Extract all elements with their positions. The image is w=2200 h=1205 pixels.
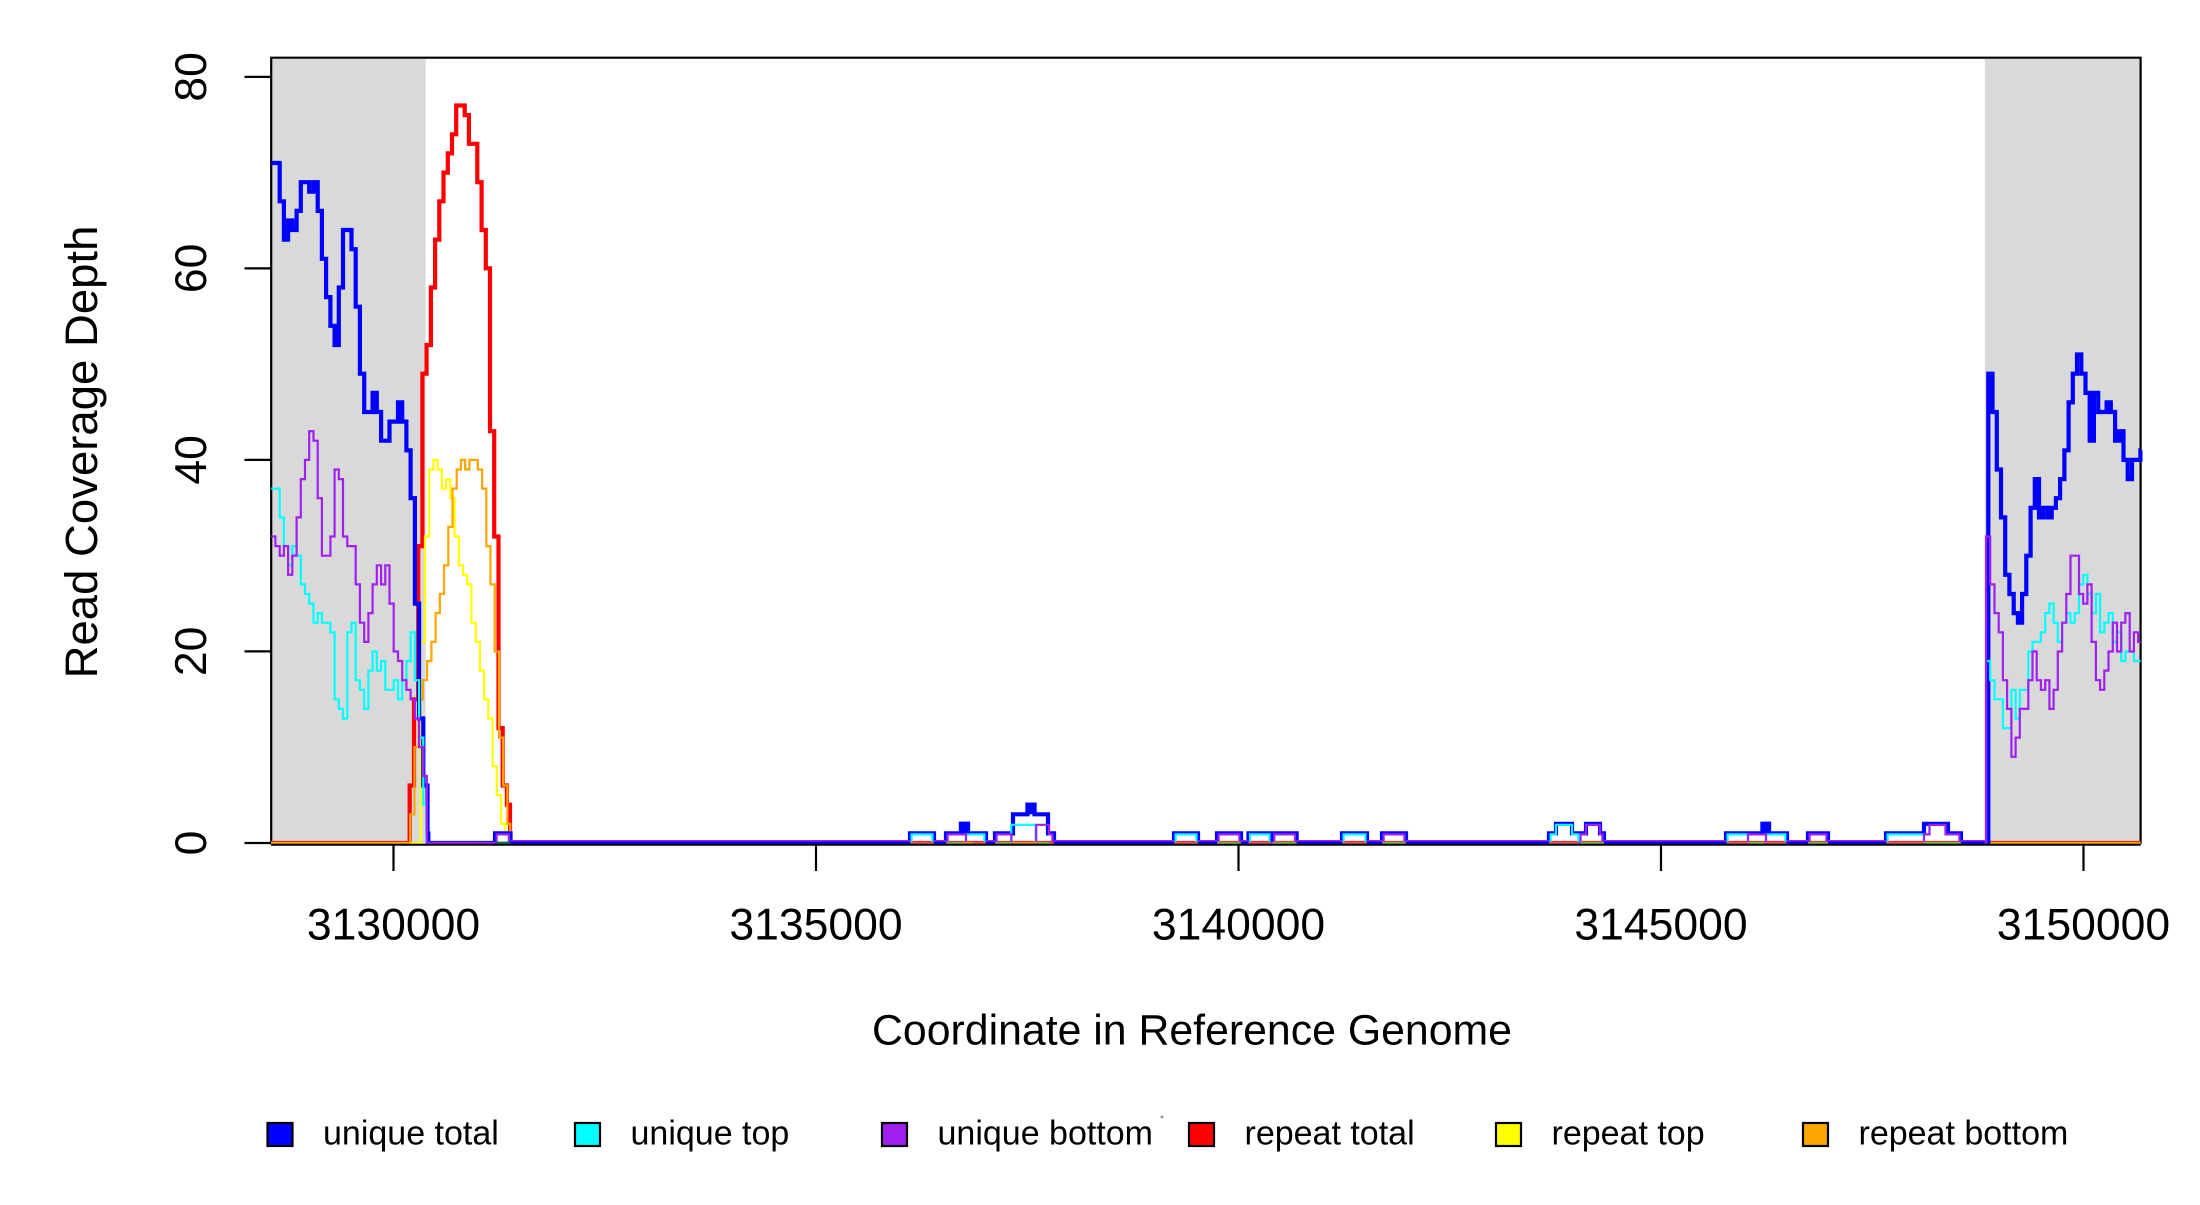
svg-text:Read Coverage Depth: Read Coverage Depth (56, 226, 107, 679)
svg-text:3135000: 3135000 (729, 901, 902, 950)
svg-text:0: 0 (167, 831, 216, 856)
svg-text:3150000: 3150000 (1997, 901, 2170, 950)
svg-text:unique top: unique top (631, 1115, 790, 1153)
svg-text:3145000: 3145000 (1574, 901, 1747, 950)
svg-text:3140000: 3140000 (1152, 901, 1325, 950)
svg-text:20: 20 (167, 627, 216, 677)
svg-text:repeat top: repeat top (1552, 1115, 1705, 1153)
svg-text:3130000: 3130000 (307, 901, 480, 950)
svg-text:80: 80 (167, 52, 216, 102)
svg-text:unique total: unique total (323, 1115, 499, 1153)
svg-text:unique bottom: unique bottom (938, 1115, 1154, 1153)
svg-text:Coordinate in Reference Genome: Coordinate in Reference Genome (872, 1007, 1512, 1055)
svg-text:repeat total: repeat total (1245, 1115, 1415, 1153)
svg-text:repeat bottom: repeat bottom (1859, 1115, 2069, 1153)
svg-text:40: 40 (167, 435, 216, 485)
svg-text:60: 60 (167, 244, 216, 294)
